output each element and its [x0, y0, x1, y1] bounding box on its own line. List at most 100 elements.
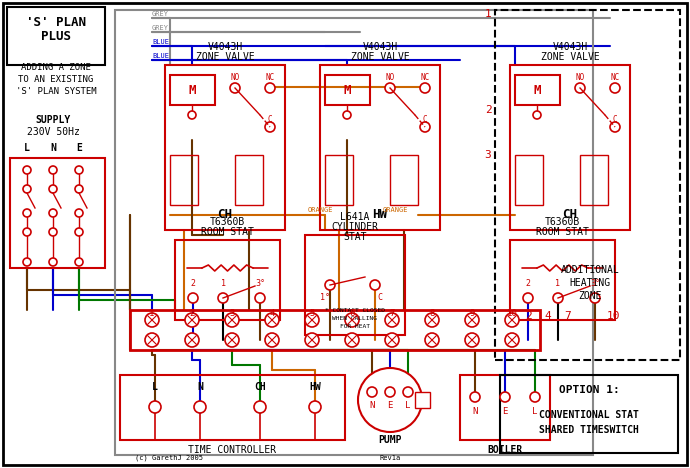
Circle shape: [345, 313, 359, 327]
Circle shape: [367, 387, 377, 397]
Text: Rev1a: Rev1a: [380, 455, 402, 461]
Circle shape: [425, 333, 439, 347]
Bar: [7, 7, 105, 65]
Text: C: C: [268, 116, 273, 124]
Circle shape: [75, 228, 83, 236]
Circle shape: [610, 122, 620, 132]
Text: C: C: [377, 292, 382, 301]
Text: L641A: L641A: [340, 212, 370, 222]
Text: 2: 2: [189, 308, 195, 317]
Bar: [235, 155, 263, 205]
Text: L: L: [24, 143, 30, 153]
Circle shape: [590, 293, 600, 303]
Text: 2: 2: [190, 279, 195, 288]
Circle shape: [470, 392, 480, 402]
Text: PLUS: PLUS: [41, 29, 71, 43]
Circle shape: [533, 111, 541, 119]
Text: CH: CH: [217, 209, 233, 221]
Circle shape: [345, 333, 359, 347]
Circle shape: [385, 83, 395, 93]
Text: 4: 4: [544, 311, 551, 321]
Text: SUPPLY: SUPPLY: [35, 115, 70, 125]
Circle shape: [610, 83, 620, 93]
Circle shape: [265, 122, 275, 132]
Text: NC: NC: [266, 73, 275, 81]
Text: TO AN EXISTING: TO AN EXISTING: [19, 75, 94, 85]
Circle shape: [305, 313, 319, 327]
Circle shape: [255, 293, 265, 303]
Circle shape: [358, 368, 422, 432]
Bar: [390, 155, 418, 205]
Circle shape: [188, 293, 198, 303]
Text: 9: 9: [469, 308, 475, 317]
Circle shape: [75, 258, 83, 266]
Circle shape: [465, 333, 479, 347]
Circle shape: [49, 185, 57, 193]
Bar: [165, 65, 285, 230]
Text: V4043H: V4043H: [208, 42, 243, 52]
Bar: [120, 375, 345, 440]
Text: L: L: [532, 407, 538, 416]
Circle shape: [523, 293, 533, 303]
Text: GREY: GREY: [152, 11, 169, 17]
Bar: [510, 240, 615, 320]
Text: 1: 1: [221, 279, 226, 288]
Circle shape: [425, 313, 439, 327]
Text: M: M: [343, 83, 351, 96]
Text: 3: 3: [229, 308, 235, 317]
Text: * CONTACT CLOSED: * CONTACT CLOSED: [325, 307, 385, 313]
Bar: [580, 155, 608, 205]
Bar: [325, 75, 370, 105]
Text: ZONE: ZONE: [578, 291, 602, 301]
Circle shape: [265, 333, 279, 347]
Text: 1°: 1°: [320, 292, 330, 301]
Bar: [515, 155, 543, 205]
Circle shape: [23, 185, 31, 193]
Bar: [460, 375, 550, 440]
Text: L: L: [405, 401, 411, 410]
Circle shape: [49, 166, 57, 174]
Text: ADDING A ZONE: ADDING A ZONE: [21, 64, 91, 73]
Text: ZONE VALVE: ZONE VALVE: [196, 52, 255, 62]
Text: CONVENTIONAL STAT: CONVENTIONAL STAT: [539, 410, 639, 420]
Text: M: M: [188, 83, 196, 96]
Text: CH: CH: [254, 382, 266, 392]
Text: (c) GarethJ 2005: (c) GarethJ 2005: [135, 455, 203, 461]
Text: NC: NC: [420, 73, 430, 81]
Text: STAT: STAT: [343, 232, 367, 242]
Circle shape: [385, 313, 399, 327]
Circle shape: [145, 333, 159, 347]
Bar: [305, 235, 405, 335]
Circle shape: [305, 333, 319, 347]
Circle shape: [420, 83, 430, 93]
Text: 10: 10: [506, 308, 518, 317]
Text: 5: 5: [309, 308, 315, 317]
Text: 3: 3: [484, 150, 491, 160]
Text: PUMP: PUMP: [378, 435, 402, 445]
Bar: [170, 155, 198, 205]
Bar: [175, 240, 280, 320]
Text: 2: 2: [524, 311, 531, 321]
Circle shape: [145, 313, 159, 327]
Text: C: C: [423, 116, 427, 124]
Text: 1: 1: [149, 308, 155, 317]
Circle shape: [265, 313, 279, 327]
Text: OPTION 1:: OPTION 1:: [559, 385, 620, 395]
Circle shape: [505, 333, 519, 347]
Text: CYLINDER: CYLINDER: [331, 222, 379, 232]
Circle shape: [230, 83, 240, 93]
Circle shape: [49, 209, 57, 217]
Text: NO: NO: [386, 73, 395, 81]
Text: N: N: [473, 407, 477, 416]
Text: ZONE VALVE: ZONE VALVE: [351, 52, 409, 62]
Circle shape: [553, 293, 563, 303]
Text: 'S' PLAN SYSTEM: 'S' PLAN SYSTEM: [16, 88, 97, 96]
Circle shape: [225, 313, 239, 327]
Circle shape: [23, 228, 31, 236]
Text: 4: 4: [269, 308, 275, 317]
Circle shape: [370, 280, 380, 290]
Bar: [10, 158, 105, 268]
Text: BLUE: BLUE: [152, 53, 169, 59]
Circle shape: [309, 401, 321, 413]
Text: E: E: [502, 407, 508, 416]
